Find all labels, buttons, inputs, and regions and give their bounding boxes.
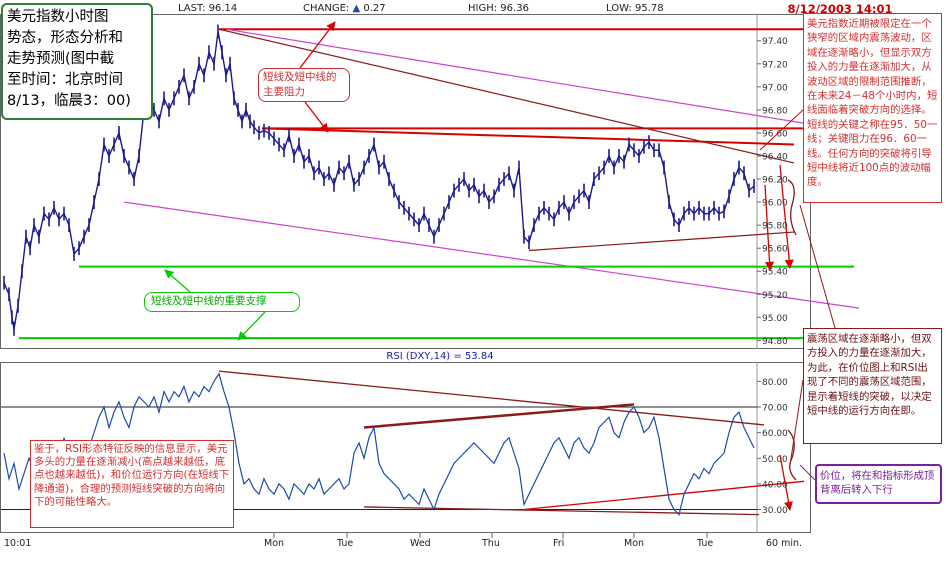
header-high: HIGH: 96.36 [468, 0, 529, 18]
price-tick-label: 96.60 [762, 129, 788, 139]
header-low: LOW: 95.78 [606, 0, 664, 18]
rsi-trendline-rsi-bottom [363, 506, 760, 516]
header-change-value: 0.27 [363, 3, 386, 14]
rsi-tick-label: 60.00 [762, 429, 788, 439]
rsi-title: RSI (DXY,14) = 53.84 [386, 351, 494, 362]
rsi-trendline-rsi-red-low [523, 480, 805, 511]
right-bottom-annotation: 价位，将在和指标形成顶背离后转入下行 [815, 464, 942, 504]
triangle-up-icon: ▲ [352, 3, 361, 14]
x-tick-label: Thu [481, 538, 500, 549]
title-line-4: 至时间：北京时间 [7, 72, 123, 88]
x-tick-label: 10:01 [4, 538, 31, 549]
x-tick-label: Fri [553, 538, 564, 549]
resistance-arrow-up [299, 21, 336, 69]
rsi-tick-label: 80.00 [762, 378, 788, 388]
rsi-projection-arrow [779, 454, 794, 511]
rsi-note-annotation-text: 鉴于，RSI形态特征反映的信息昰示，美元多头的力量在逐渐减小(高点越来越低，底点… [34, 443, 230, 508]
connector-right-top [759, 109, 804, 151]
resistance-label-text: 短线及短中线的主要阻力 [263, 71, 337, 98]
title-line-2: 势态，形态分析和 [7, 30, 123, 46]
title-line-3: 走势预测(图中截 [7, 51, 115, 67]
header-change-label: CHANGE: [303, 3, 350, 14]
right-mid-annotation: 震荡区域在逐渐略小，但双方投入的力量在逐渐加大，为此，在价位图上和RSI出现了不… [803, 328, 942, 444]
x-tick-label: Mon [264, 538, 284, 549]
trendline-magenta-lower [123, 201, 860, 309]
trendline-magenta-upper [225, 28, 865, 134]
support-arrow-up [164, 269, 191, 293]
rsi-line [3, 372, 755, 516]
connector-bottom [799, 464, 816, 481]
right-top-annotation: 美元指数近期被限定在一个狭窄的区域内震荡波动，区域在逐渐略小，但显示双方投入的力… [803, 13, 942, 203]
right-bottom-annotation-text: 价位，将在和指标形成顶背离后转入下行 [820, 470, 935, 496]
header-high-value: 96.36 [500, 3, 529, 14]
price-tick-label: 96.00 [762, 199, 788, 209]
support-arrow-down [237, 311, 266, 341]
support-label: 短线及短中线的重要支撑 [144, 292, 300, 312]
header-high-label: HIGH: [468, 3, 498, 14]
header-low-value: 95.78 [634, 3, 664, 14]
price-tick-label: 96.40 [762, 152, 788, 162]
price-tick-label: 96.80 [762, 106, 788, 116]
projection-arrow-red [779, 164, 794, 269]
price-tick-label: 95.40 [762, 268, 788, 278]
axes: 97.40 97.20 97.00 96.80 96.60 96.40 96.20 96.00… [4, 37, 802, 549]
x-tick-label: Mon [624, 538, 644, 549]
x-tick-label: 60 min. [766, 538, 802, 549]
price-tick-label: 95.60 [762, 245, 788, 255]
price-tick-label: 95.00 [762, 314, 788, 324]
resistance-label: 短线及短中线的主要阻力 [258, 68, 350, 102]
title-box: 美元指数小时图 势态，形态分析和 走势预测(图中截 至时间：北京时间 8/13，… [1, 3, 153, 120]
price-brace [787, 179, 797, 236]
rsi-trendline-rsi-rising [363, 403, 635, 429]
rsi-tick-label: 70.00 [762, 404, 788, 414]
header-last-label: LAST: [178, 3, 206, 14]
title-line-5: 8/13，临晨3：00) [7, 93, 131, 109]
trendline-triangle-bottom [528, 231, 795, 252]
right-top-annotation-text: 美元指数近期被限定在一个狭窄的区域内震荡波动，区域在逐渐略小，但显示双方投入的力… [807, 18, 938, 189]
x-tick-label: Wed [410, 538, 431, 549]
x-tick-label: Tue [696, 538, 713, 549]
price-chart [3, 24, 865, 340]
price-tick-label: 96.20 [762, 176, 788, 186]
resistance-arrow-down [304, 101, 329, 133]
rsi-tick-label: 30.00 [762, 506, 788, 516]
trendline-channel-top [218, 28, 795, 164]
right-mid-annotation-text: 震荡区域在逐渐略小，但双方投入的力量在逐渐加大，为此，在价位图上和RSI出现了不… [807, 333, 932, 418]
projection-arrow-red-2 [764, 184, 775, 271]
rsi-chart [1, 370, 805, 516]
rsi-tick-label: 50.00 [762, 455, 788, 465]
header-last: LAST: 96.14 [178, 0, 237, 18]
price-tick-label: 97.20 [762, 60, 788, 70]
header-last-value: 96.14 [208, 3, 238, 14]
header-low-label: LOW: [606, 3, 632, 14]
rsi-note-annotation: 鉴于，RSI形态特征反映的信息昰示，美元多头的力量在逐渐减小(高点越来越低，底点… [30, 440, 234, 528]
support-label-text: 短线及短中线的重要支撑 [151, 295, 267, 307]
connector-mid-2 [789, 379, 804, 466]
connector-mid [799, 204, 836, 329]
rsi-trendline-rsi-top [218, 370, 765, 426]
price-tick-label: 97.40 [762, 37, 788, 47]
header-change: CHANGE: ▲ 0.27 [303, 0, 386, 18]
price-tick-label: 95.80 [762, 222, 788, 232]
price-tick-label: 97.00 [762, 83, 788, 93]
title-line-1: 美元指数小时图 [7, 9, 109, 25]
price-tick-label: 94.80 [762, 337, 788, 347]
rsi-brace [787, 429, 797, 481]
rsi-tick-label: 40.00 [762, 480, 788, 490]
header-date: 8/12/2003 14:01 [787, 2, 893, 16]
x-tick-label: Tue [336, 538, 353, 549]
price-tick-label: 95.20 [762, 291, 788, 301]
annotation-graphics [164, 21, 836, 511]
